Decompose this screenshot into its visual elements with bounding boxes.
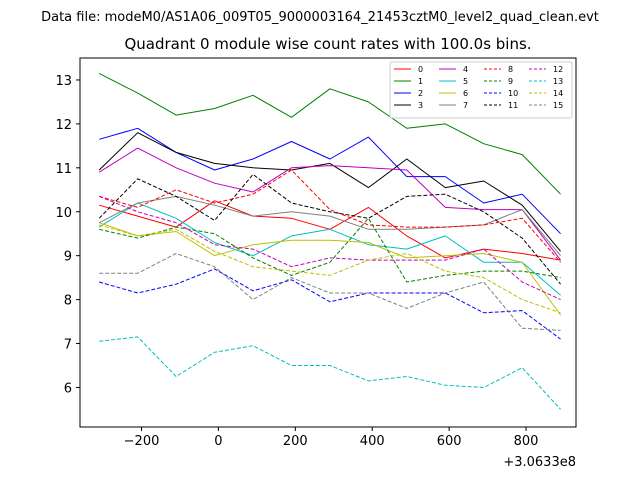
y-tick-label: 6: [64, 381, 72, 396]
x-tick-label: 400: [360, 434, 385, 449]
legend-label-3: 3: [418, 101, 423, 110]
y-tick-label: 10: [55, 206, 72, 221]
legend-label-6: 6: [463, 89, 468, 98]
series-line-7: [98, 195, 561, 257]
legend-label-1: 1: [418, 77, 423, 86]
series-line-1: [98, 72, 561, 195]
legend-label-15: 15: [553, 101, 563, 110]
y-tick-label: 11: [55, 162, 72, 177]
y-tick-label: 7: [64, 338, 72, 353]
legend-label-0: 0: [418, 65, 423, 74]
series-line-11: [98, 173, 561, 285]
x-tick-label: 800: [514, 434, 539, 449]
plot-frame: [79, 57, 577, 428]
x-tick-label: 0: [214, 434, 222, 449]
series-line-14: [99, 224, 561, 314]
series-line-4: [98, 147, 561, 261]
legend-label-7: 7: [463, 101, 468, 110]
legend-label-4: 4: [463, 65, 468, 74]
y-tick-label: 12: [55, 118, 72, 133]
series-line-6: [99, 222, 562, 316]
legend-label-8: 8: [508, 65, 513, 74]
series-line-2: [99, 127, 561, 235]
legend-label-13: 13: [553, 77, 563, 86]
y-tick-label: 13: [55, 74, 72, 89]
series-line-5: [98, 202, 561, 296]
series-line-9: [99, 217, 561, 283]
chart-suptitle: Data file: modeM0/AS1A06_009T05_90000031…: [41, 10, 599, 25]
legend-label-14: 14: [553, 89, 563, 98]
x-tick-label: 600: [437, 434, 462, 449]
y-tick-label: 8: [64, 294, 72, 309]
x-offset-label: +3.0633e8: [503, 455, 576, 470]
series-line-15: [99, 253, 561, 331]
legend-label-10: 10: [508, 89, 518, 98]
chart-title: Quadrant 0 module wise count rates with …: [124, 35, 531, 53]
legend-label-9: 9: [508, 77, 513, 86]
series-line-12: [99, 195, 561, 301]
legend-label-2: 2: [418, 89, 423, 98]
legend-box: [389, 61, 573, 119]
x-tick-label: −200: [124, 434, 160, 449]
legend-label-12: 12: [553, 65, 563, 74]
x-tick-label: 200: [283, 434, 308, 449]
series-layer: [98, 72, 562, 410]
legend-label-11: 11: [508, 101, 518, 110]
series-line-10: [99, 268, 561, 340]
series-line-13: [99, 336, 561, 410]
series-line-3: [98, 132, 561, 252]
y-tick-label: 9: [64, 250, 72, 265]
legend-label-5: 5: [463, 77, 468, 86]
